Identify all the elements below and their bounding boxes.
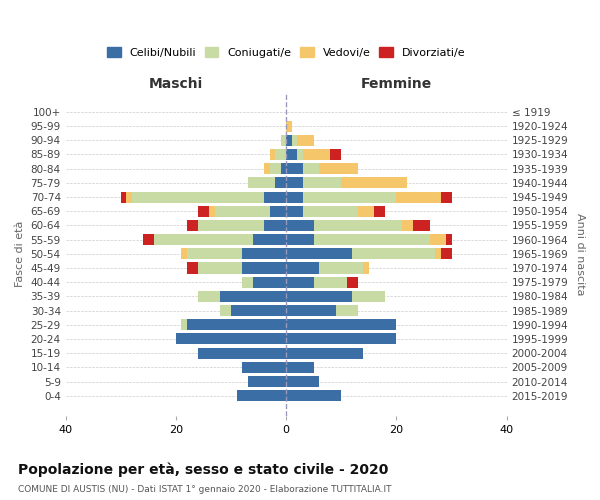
Bar — [286, 305, 336, 316]
Bar — [209, 206, 215, 217]
Bar — [220, 291, 286, 302]
Bar — [264, 220, 286, 231]
Bar — [303, 149, 331, 160]
Bar — [198, 348, 286, 358]
Bar — [364, 262, 369, 274]
Bar — [269, 206, 286, 217]
Bar — [286, 248, 352, 260]
Bar — [248, 376, 286, 387]
Bar — [253, 276, 286, 287]
Bar — [286, 376, 319, 387]
Bar — [286, 334, 397, 344]
Bar — [286, 262, 319, 274]
Bar — [181, 248, 187, 260]
Bar — [358, 206, 374, 217]
Bar — [397, 192, 440, 202]
Bar — [215, 206, 269, 217]
Bar — [402, 220, 413, 231]
Bar — [269, 149, 275, 160]
Bar — [236, 390, 286, 401]
Bar — [286, 276, 314, 287]
Bar — [292, 134, 297, 146]
Bar — [303, 192, 397, 202]
Bar — [286, 134, 292, 146]
Bar — [127, 192, 132, 202]
Bar — [121, 192, 127, 202]
Bar — [187, 248, 242, 260]
Bar — [198, 291, 220, 302]
Bar — [286, 291, 352, 302]
Bar — [374, 206, 385, 217]
Bar — [132, 192, 264, 202]
Bar — [286, 192, 303, 202]
Bar — [154, 234, 253, 245]
Bar — [286, 206, 303, 217]
Bar — [286, 348, 364, 358]
Bar — [286, 390, 341, 401]
Bar — [440, 192, 452, 202]
Bar — [341, 178, 407, 188]
Bar — [253, 234, 286, 245]
Bar — [303, 163, 319, 174]
Text: Maschi: Maschi — [149, 76, 203, 90]
Bar — [286, 120, 292, 132]
Bar — [281, 134, 286, 146]
Bar — [314, 220, 402, 231]
Y-axis label: Anni di nascita: Anni di nascita — [575, 212, 585, 295]
Text: Popolazione per età, sesso e stato civile - 2020: Popolazione per età, sesso e stato civil… — [18, 462, 388, 477]
Bar — [347, 276, 358, 287]
Bar — [275, 178, 286, 188]
Bar — [269, 163, 281, 174]
Bar — [413, 220, 430, 231]
Bar — [275, 149, 286, 160]
Bar — [181, 319, 187, 330]
Bar — [286, 234, 314, 245]
Bar — [303, 206, 358, 217]
Bar — [430, 234, 446, 245]
Text: COMUNE DI AUSTIS (NU) - Dati ISTAT 1° gennaio 2020 - Elaborazione TUTTITALIA.IT: COMUNE DI AUSTIS (NU) - Dati ISTAT 1° ge… — [18, 485, 392, 494]
Bar — [297, 134, 314, 146]
Bar — [231, 305, 286, 316]
Bar — [264, 163, 269, 174]
Bar — [303, 178, 341, 188]
Bar — [286, 178, 303, 188]
Bar — [220, 305, 231, 316]
Bar — [187, 319, 286, 330]
Bar — [187, 262, 198, 274]
Bar — [440, 248, 452, 260]
Bar — [286, 220, 314, 231]
Legend: Celibi/Nubili, Coniugati/e, Vedovi/e, Divorziati/e: Celibi/Nubili, Coniugati/e, Vedovi/e, Di… — [107, 47, 465, 58]
Bar — [286, 362, 314, 373]
Bar — [319, 262, 364, 274]
Bar — [331, 149, 341, 160]
Bar — [286, 149, 297, 160]
Bar — [352, 248, 435, 260]
Bar — [446, 234, 452, 245]
Bar — [198, 206, 209, 217]
Bar — [187, 220, 198, 231]
Bar — [336, 305, 358, 316]
Text: Femmine: Femmine — [361, 76, 432, 90]
Bar — [281, 163, 286, 174]
Bar — [314, 276, 347, 287]
Bar — [198, 262, 242, 274]
Bar — [242, 262, 286, 274]
Y-axis label: Fasce di età: Fasce di età — [15, 220, 25, 287]
Bar — [314, 234, 430, 245]
Bar — [297, 149, 303, 160]
Bar — [176, 334, 286, 344]
Bar — [198, 220, 264, 231]
Bar — [435, 248, 440, 260]
Bar — [242, 362, 286, 373]
Bar — [286, 319, 397, 330]
Bar — [352, 291, 385, 302]
Bar — [242, 276, 253, 287]
Bar — [286, 163, 303, 174]
Bar — [143, 234, 154, 245]
Bar — [242, 248, 286, 260]
Bar — [264, 192, 286, 202]
Bar — [319, 163, 358, 174]
Bar — [248, 178, 275, 188]
